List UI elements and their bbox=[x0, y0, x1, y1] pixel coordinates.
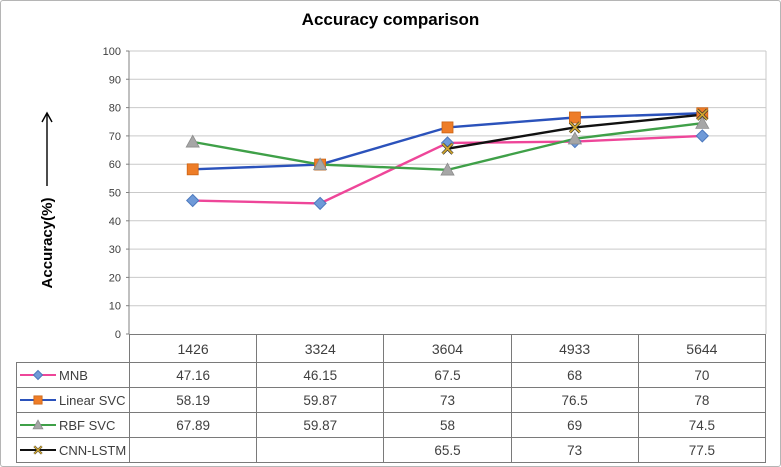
y-tick-label: 40 bbox=[109, 216, 121, 228]
legend-cell: Linear SVC bbox=[16, 387, 130, 413]
legend-key-x-icon bbox=[20, 445, 56, 455]
table-row: MNB 47.16 46.15 67.5 68 70 bbox=[16, 362, 767, 388]
category-header-cell: 3604 bbox=[383, 334, 512, 363]
value-cell: 58.19 bbox=[128, 387, 258, 413]
y-tick-label: 80 bbox=[109, 103, 121, 115]
value-cell: 73 bbox=[510, 437, 639, 463]
category-header-cell: 1426 bbox=[128, 334, 258, 363]
value-cell bbox=[256, 437, 385, 463]
legend-cell: RBF SVC bbox=[16, 412, 130, 438]
table-row: Linear SVC 58.19 59.87 73 76.5 78 bbox=[16, 387, 767, 413]
y-tick-label: 70 bbox=[109, 131, 121, 143]
value-cell bbox=[128, 437, 258, 463]
table-row: RBF SVC 67.89 59.87 58 69 74.5 bbox=[16, 412, 767, 438]
category-header-cell: 5644 bbox=[637, 334, 767, 363]
legend-label: CNN-LSTM bbox=[59, 442, 127, 458]
value-cell: 47.16 bbox=[128, 362, 258, 388]
y-tick-label: 20 bbox=[109, 272, 121, 284]
category-header-cell: 4933 bbox=[510, 334, 639, 363]
legend-key-diamond-icon bbox=[20, 369, 56, 381]
legend-cell: CNN-LSTM bbox=[16, 437, 130, 463]
value-cell: 76.5 bbox=[510, 387, 639, 413]
data-table: 1426 3324 3604 4933 5644 MNB 47.16 46.15 67.5 68 7… bbox=[16, 334, 767, 463]
value-cell: 46.15 bbox=[256, 362, 385, 388]
legend-cell: MNB bbox=[16, 362, 130, 388]
y-tick-label: 0 bbox=[115, 329, 121, 341]
y-tick-label: 60 bbox=[109, 159, 121, 171]
legend-label: Linear SVC bbox=[59, 392, 126, 408]
up-arrow-icon bbox=[41, 111, 53, 186]
y-tick-label: 30 bbox=[109, 244, 121, 256]
value-cell: 65.5 bbox=[383, 437, 512, 463]
y-tick-label: 50 bbox=[109, 188, 121, 200]
category-header-cell: 3324 bbox=[256, 334, 385, 363]
value-cell: 77.5 bbox=[637, 437, 767, 463]
value-cell: 73 bbox=[383, 387, 512, 413]
value-cell: 59.87 bbox=[256, 412, 385, 438]
y-tick-label: 100 bbox=[103, 46, 121, 58]
y-tick-label: 90 bbox=[109, 74, 121, 86]
value-cell: 59.87 bbox=[256, 387, 385, 413]
value-cell: 74.5 bbox=[637, 412, 767, 438]
value-cell: 67.89 bbox=[128, 412, 258, 438]
legend-label: RBF SVC bbox=[59, 417, 116, 433]
table-row: CNN-LSTM 65.5 73 77.5 bbox=[16, 437, 767, 463]
value-cell: 69 bbox=[510, 412, 639, 438]
category-header-row: 1426 3324 3604 4933 5644 bbox=[17, 334, 767, 363]
value-cell: 58 bbox=[383, 412, 512, 438]
legend-label: MNB bbox=[59, 367, 88, 383]
legend-key-square-icon bbox=[20, 395, 56, 405]
y-axis-title: Accuracy(%) bbox=[32, 99, 62, 299]
table-corner-cell bbox=[17, 335, 130, 363]
value-cell: 67.5 bbox=[383, 362, 512, 388]
value-cell: 78 bbox=[637, 387, 767, 413]
chart-title: Accuracy comparison bbox=[301, 10, 480, 29]
y-tick-label: 10 bbox=[109, 301, 121, 313]
value-cell: 70 bbox=[637, 362, 767, 388]
legend-key-triangle-icon bbox=[20, 419, 56, 430]
value-cell: 68 bbox=[510, 362, 639, 388]
